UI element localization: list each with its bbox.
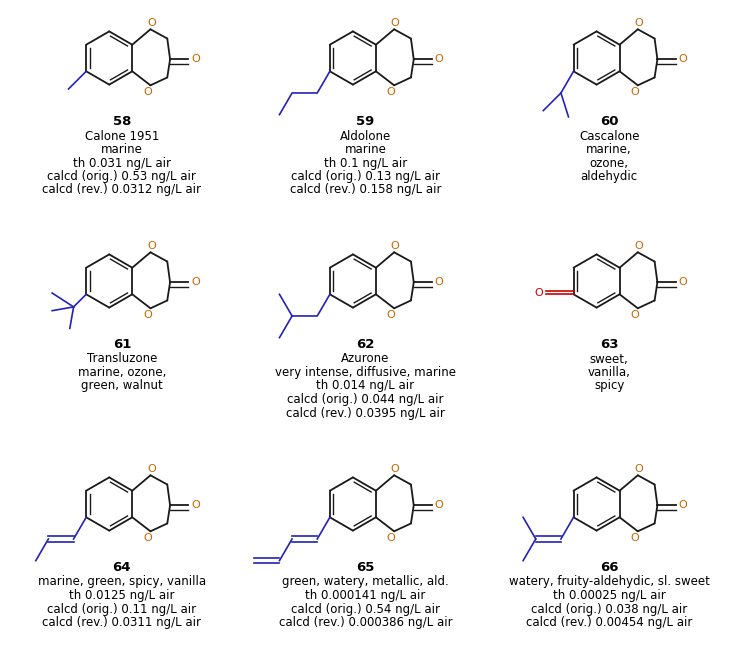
Text: marine,: marine, — [586, 143, 632, 156]
Text: calcd (rev.) 0.158 ng/L air: calcd (rev.) 0.158 ng/L air — [289, 183, 442, 197]
Text: calcd (orig.) 0.13 ng/L air: calcd (orig.) 0.13 ng/L air — [291, 170, 440, 183]
Text: O: O — [191, 277, 200, 287]
Text: sweet,: sweet, — [590, 353, 629, 365]
Text: marine, ozone,: marine, ozone, — [77, 366, 166, 379]
Text: O: O — [147, 464, 156, 474]
Text: marine: marine — [344, 143, 387, 156]
Text: O: O — [191, 500, 200, 510]
Text: O: O — [143, 310, 152, 320]
Text: green, watery, metallic, ald.: green, watery, metallic, ald. — [282, 575, 449, 589]
Text: very intense, diffusive, marine: very intense, diffusive, marine — [275, 366, 456, 379]
Text: Aldolone: Aldolone — [340, 130, 391, 142]
Text: calcd (rev.) 0.0395 ng/L air: calcd (rev.) 0.0395 ng/L air — [286, 407, 445, 419]
Text: calcd (rev.) 0.0311 ng/L air: calcd (rev.) 0.0311 ng/L air — [42, 616, 201, 629]
Text: O: O — [434, 277, 443, 287]
Text: O: O — [191, 54, 200, 64]
Text: th 0.014 ng/L air: th 0.014 ng/L air — [317, 379, 414, 393]
Text: O: O — [391, 242, 400, 252]
Text: green, walnut: green, walnut — [81, 379, 163, 393]
Text: 60: 60 — [600, 115, 618, 128]
Text: O: O — [635, 242, 643, 252]
Text: O: O — [387, 310, 395, 320]
Text: calcd (rev.) 0.0312 ng/L air: calcd (rev.) 0.0312 ng/L air — [42, 183, 201, 197]
Text: O: O — [143, 533, 152, 543]
Text: vanilla,: vanilla, — [588, 366, 631, 379]
Text: Calone 1951: Calone 1951 — [85, 130, 159, 142]
Text: calcd (orig.) 0.11 ng/L air: calcd (orig.) 0.11 ng/L air — [48, 603, 197, 615]
Text: O: O — [630, 87, 639, 97]
Text: O: O — [143, 87, 152, 97]
Text: O: O — [387, 533, 395, 543]
Text: 63: 63 — [600, 338, 618, 351]
Text: O: O — [387, 87, 395, 97]
Text: O: O — [391, 464, 400, 474]
Text: calcd (orig.) 0.038 ng/L air: calcd (orig.) 0.038 ng/L air — [531, 603, 687, 615]
Text: marine: marine — [101, 143, 143, 156]
Text: 58: 58 — [113, 115, 131, 128]
Text: Transluzone: Transluzone — [87, 353, 157, 365]
Text: O: O — [678, 277, 687, 287]
Text: th 0.1 ng/L air: th 0.1 ng/L air — [324, 157, 407, 169]
Text: Azurone: Azurone — [341, 353, 390, 365]
Text: O: O — [635, 464, 643, 474]
Text: O: O — [678, 54, 687, 64]
Text: 65: 65 — [356, 561, 375, 574]
Text: O: O — [147, 242, 156, 252]
Text: 62: 62 — [356, 338, 375, 351]
Text: th 0.031 ng/L air: th 0.031 ng/L air — [73, 157, 171, 169]
Text: th 0.00025 ng/L air: th 0.00025 ng/L air — [553, 589, 665, 602]
Text: calcd (orig.) 0.044 ng/L air: calcd (orig.) 0.044 ng/L air — [287, 393, 444, 406]
Text: calcd (orig.) 0.53 ng/L air: calcd (orig.) 0.53 ng/L air — [48, 170, 196, 183]
Text: O: O — [635, 18, 643, 28]
Text: aldehydic: aldehydic — [580, 170, 637, 183]
Text: calcd (rev.) 0.000386 ng/L air: calcd (rev.) 0.000386 ng/L air — [279, 616, 452, 629]
Text: marine, green, spicy, vanilla: marine, green, spicy, vanilla — [38, 575, 206, 589]
Text: O: O — [630, 533, 639, 543]
Text: 66: 66 — [600, 561, 618, 574]
Text: O: O — [147, 18, 156, 28]
Text: 64: 64 — [113, 561, 131, 574]
Text: ozone,: ozone, — [590, 157, 629, 169]
Text: O: O — [678, 500, 687, 510]
Text: 61: 61 — [113, 338, 131, 351]
Text: calcd (rev.) 0.00454 ng/L air: calcd (rev.) 0.00454 ng/L air — [526, 616, 692, 629]
Text: spicy: spicy — [594, 379, 624, 393]
Text: Cascalone: Cascalone — [579, 130, 640, 142]
Text: watery, fruity-aldehydic, sl. sweet: watery, fruity-aldehydic, sl. sweet — [509, 575, 710, 589]
Text: O: O — [434, 54, 443, 64]
Text: th 0.0125 ng/L air: th 0.0125 ng/L air — [69, 589, 175, 602]
Text: O: O — [434, 500, 443, 510]
Text: O: O — [391, 18, 400, 28]
Text: calcd (orig.) 0.54 ng/L air: calcd (orig.) 0.54 ng/L air — [291, 603, 440, 615]
Text: O: O — [534, 288, 543, 298]
Text: th 0.000141 ng/L air: th 0.000141 ng/L air — [306, 589, 425, 602]
Text: O: O — [630, 310, 639, 320]
Text: 59: 59 — [357, 115, 374, 128]
